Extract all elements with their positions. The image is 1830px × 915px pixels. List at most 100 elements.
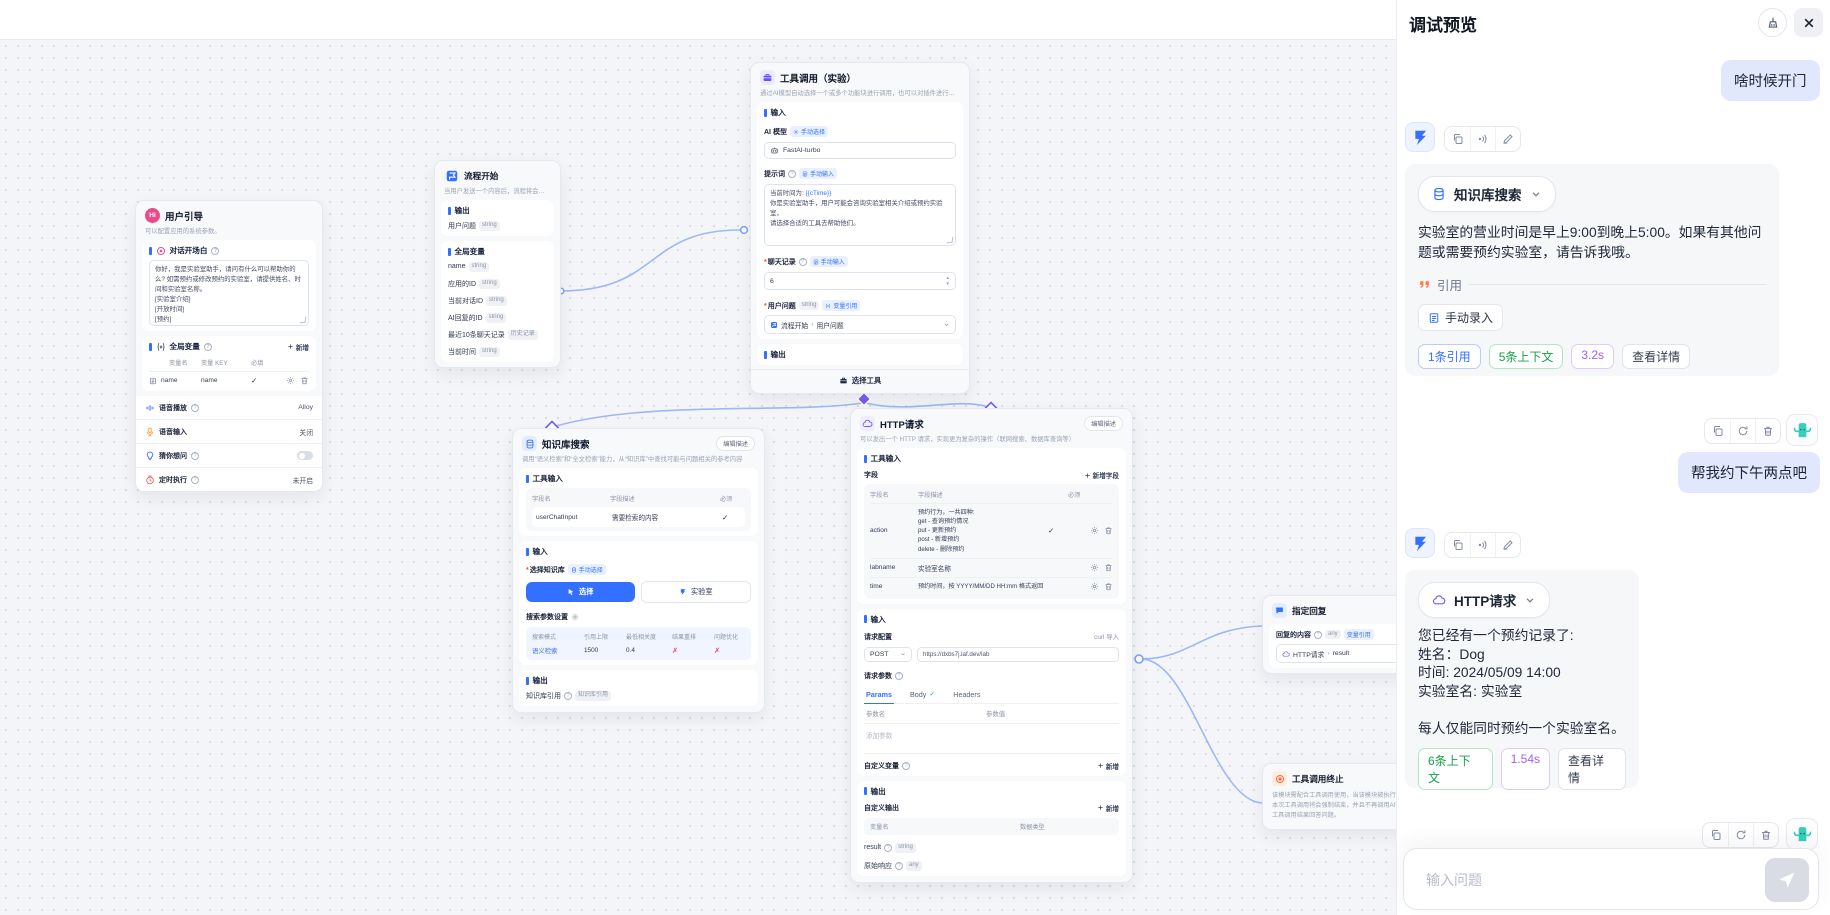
voice-input-row[interactable]: 语音输入 关闭 <box>136 419 322 443</box>
global-var-label: 全局变量 <box>169 342 200 351</box>
guess-question-row[interactable]: 猜你想问 <box>136 443 322 467</box>
edit-description-button[interactable]: 编辑描述 <box>1084 416 1123 431</box>
node-user-guide[interactable]: Hi 用户引导 可以配置应用的系统参数。 对话开场白 你好，我是实验室助手，请问… <box>135 200 323 492</box>
pencil-icon <box>1502 539 1514 551</box>
opening-textarea[interactable]: 你好，我是实验室助手，请问有什么可以帮助你的么? 如需预约或修改预约的实验室，请… <box>149 260 309 326</box>
module-status-pill[interactable]: 知识库搜索 <box>1418 176 1556 212</box>
select-tool-footer[interactable]: 选择工具 <box>751 369 969 393</box>
edit-field-button[interactable] <box>1090 582 1099 591</box>
ref-node: HTTP请求 <box>1293 651 1325 659</box>
voice-playback-label: 语音播放 <box>159 404 187 412</box>
robot-icon <box>770 146 779 155</box>
edit-field-button[interactable] <box>1090 563 1099 572</box>
copy-button[interactable] <box>1703 823 1728 847</box>
clear-history-button[interactable] <box>1758 8 1787 37</box>
manual-input-badge: 手动输入 <box>809 256 848 267</box>
add-field-button[interactable]: 新增字段 <box>1084 470 1119 480</box>
node-http-request[interactable]: HTTP请求 编辑描述 可以发出一个 HTTP 请求，实现更为复杂的操作（联网搜… <box>850 408 1133 883</box>
prompt-textarea[interactable]: 当前时间为: {{cTime}} 你是实验室助手，用户可能会咨询实验室相关介绍或预… <box>764 184 956 246</box>
read-aloud-button[interactable] <box>1470 127 1495 151</box>
node-subtitle: 可以配置应用的系统参数。 <box>145 228 221 235</box>
type-badge: any <box>906 860 922 871</box>
citation-source-chip[interactable]: 手动录入 <box>1418 304 1504 331</box>
send-button[interactable] <box>1765 858 1809 902</box>
help-icon <box>211 246 220 255</box>
method-select[interactable]: POST <box>864 646 912 662</box>
view-details-button[interactable]: 查看详情 <box>1622 344 1691 369</box>
plus-icon <box>1084 472 1091 479</box>
col-required: 必须 <box>720 496 733 503</box>
url-input[interactable]: https://dxbs7j.laf.dev/lab <box>917 646 1119 662</box>
flow-canvas[interactable]: Hi 用户引导 可以配置应用的系统参数。 对话开场白 你好，我是实验室助手，请问… <box>0 40 1396 915</box>
kb-tag[interactable]: 实验室 <box>640 581 751 603</box>
handle-http-source[interactable] <box>1134 654 1144 664</box>
ref-field: result <box>1332 650 1350 657</box>
delete-variable-button[interactable] <box>300 376 309 385</box>
read-aloud-button[interactable] <box>1470 533 1495 557</box>
delete-message-button[interactable] <box>1753 823 1778 847</box>
cactus-avatar-icon <box>1792 824 1813 845</box>
add-param-placeholder[interactable]: 添加参数 <box>866 732 893 740</box>
ref-field: 用户问题 <box>816 322 844 330</box>
tab-body[interactable]: Body ✓ <box>909 689 936 699</box>
kb-search-icon <box>522 436 537 451</box>
edit-description-button[interactable]: 编辑描述 <box>716 436 755 451</box>
add-custom-var-button[interactable]: 新增 <box>1097 761 1119 771</box>
chat-input[interactable]: 输入问题 <box>1403 848 1819 910</box>
plus-icon <box>287 343 294 350</box>
handle-toolcall-target[interactable] <box>739 225 749 235</box>
history-stepper[interactable]: 6 ▲ ▼ <box>764 272 956 290</box>
edit-variable-button[interactable] <box>286 376 295 385</box>
duration-badge: 1.54s <box>1500 748 1551 790</box>
var-label: 应用的ID <box>448 280 476 288</box>
field-name: time <box>870 582 883 590</box>
method-value: POST <box>870 650 889 658</box>
delete-field-button[interactable] <box>1104 582 1113 591</box>
voice-playback-row[interactable]: 语音播放 Alloy <box>136 396 322 419</box>
node-tool-call[interactable]: 工具调用（实验） 通过AI模型自动选择一个或多个功能块进行调用，也可以对插件进行… <box>750 62 970 394</box>
model-select[interactable]: FastAI-turbo <box>764 142 956 159</box>
output-section-label: 输出 <box>448 205 547 216</box>
handle-select-tool-diamond[interactable] <box>856 391 872 407</box>
copy-icon <box>1712 425 1724 437</box>
module-status-pill[interactable]: HTTP请求 <box>1418 582 1551 618</box>
retry-button[interactable] <box>1728 823 1753 847</box>
copy-button[interactable] <box>1445 533 1470 557</box>
mic-icon <box>145 427 155 437</box>
tab-headers[interactable]: Headers <box>953 689 981 699</box>
delete-field-button[interactable] <box>1104 526 1113 535</box>
gear-icon[interactable] <box>571 613 579 621</box>
close-panel-button[interactable] <box>1794 8 1823 37</box>
user-message: 帮我约下午两点吧 <box>1678 452 1820 493</box>
select-kb-button[interactable]: 选择 <box>526 582 635 602</box>
view-details-button[interactable]: 查看详情 <box>1558 748 1626 790</box>
add-custom-output-button[interactable]: 新增 <box>1097 803 1119 813</box>
stepper-arrows[interactable]: ▲ ▼ <box>945 275 950 286</box>
edit-message-button[interactable] <box>1495 127 1520 151</box>
user-question-label: 用户问题 <box>448 223 476 230</box>
retry-button[interactable] <box>1730 419 1755 443</box>
edit-message-button[interactable] <box>1495 533 1520 557</box>
node-kb-search[interactable]: 知识库搜索 编辑描述 调用“语义检索”和“全文检索”能力，从“知识库”中查找可能… <box>512 428 765 713</box>
question-reference-select[interactable]: 流程开始 › 用户问题 <box>764 315 956 334</box>
col-var-key: 变量 KEY <box>201 360 228 367</box>
copy-button[interactable] <box>1445 127 1470 151</box>
scheduled-run-row[interactable]: 定时执行 未开启 <box>136 467 322 491</box>
guess-question-toggle[interactable] <box>297 451 313 460</box>
node-flow-start[interactable]: 流程开始 当用户发送一个内容后，流程将会从这个模块开始执行 输出 用户问题 st… <box>434 160 561 368</box>
edge-flowstart-toolcall <box>560 229 741 292</box>
tab-params[interactable]: Params <box>864 687 894 705</box>
copy-button[interactable] <box>1705 419 1730 443</box>
reply-reference-select[interactable]: HTTP请求 › result <box>1276 644 1396 663</box>
node-specified-reply[interactable]: 指定回复 回复的内容 any 变量引用 HTTP请求 › result <box>1262 595 1396 674</box>
add-variable-button[interactable]: 新增 <box>287 342 309 352</box>
manual-input-badge: 手动输入 <box>799 168 838 179</box>
prompt-label: 提示词 <box>764 170 785 178</box>
delete-field-button[interactable] <box>1104 563 1113 572</box>
node-tool-stop[interactable]: 工具调用终止 该模块需配合工具调用使用，当该模块被执行时，本次工具调用将会强制结… <box>1262 763 1396 830</box>
send-icon <box>1777 870 1797 890</box>
curl-import-button[interactable]: curl 导入 <box>1094 634 1119 642</box>
delete-message-button[interactable] <box>1755 419 1780 443</box>
col-desc: 字段描述 <box>610 496 635 503</box>
edit-field-button[interactable] <box>1090 526 1099 535</box>
